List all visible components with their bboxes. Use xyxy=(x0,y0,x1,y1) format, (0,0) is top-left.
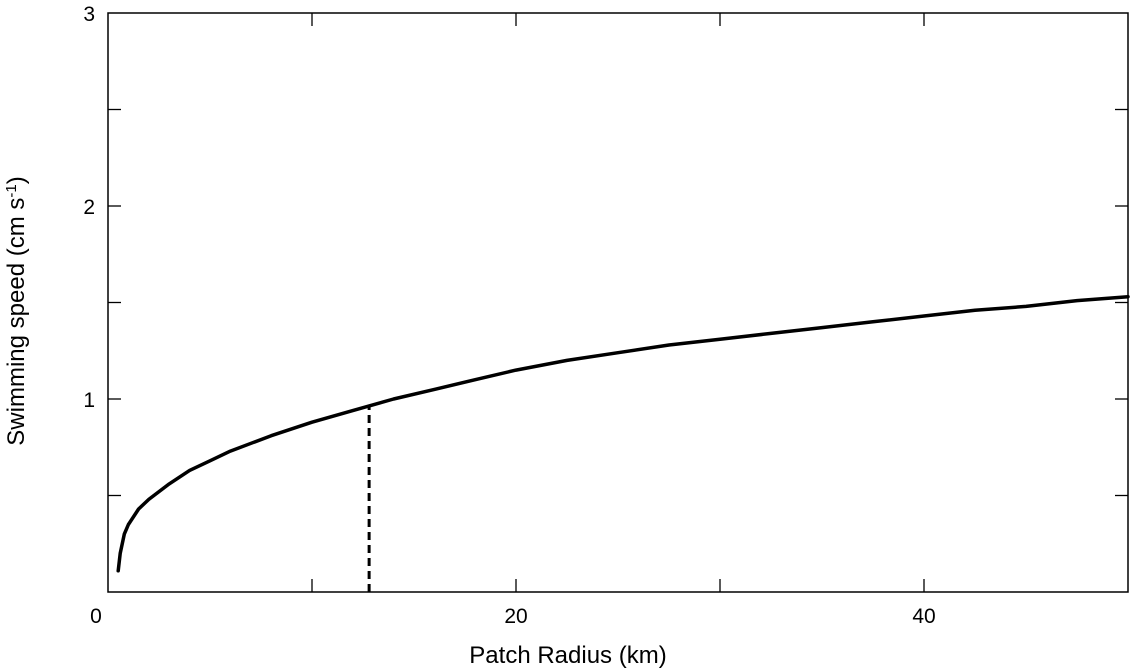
tick-labels: 0 20 40 1 2 3 xyxy=(83,3,935,628)
x-tick-label: 20 xyxy=(504,605,527,628)
x-axis-label: Patch Radius (km) xyxy=(469,642,666,669)
y-axis-label: Swimming speed (cm s-1) xyxy=(3,176,30,445)
y-tick-label: 2 xyxy=(83,196,95,219)
plot-frame xyxy=(107,12,1129,593)
axis-ticks xyxy=(108,13,1128,592)
y-tick-label: 1 xyxy=(83,389,95,412)
y-tick-label: 3 xyxy=(83,3,95,26)
series-line xyxy=(116,294,1130,573)
x-tick-label: 40 xyxy=(912,605,935,628)
x-tick-label: 0 xyxy=(90,605,102,628)
